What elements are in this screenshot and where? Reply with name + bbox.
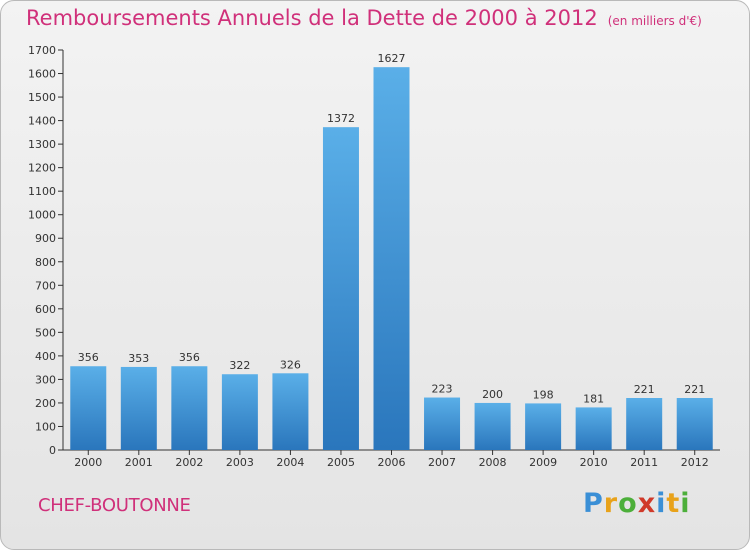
chart-title-main: Remboursements Annuels de la Dette de 20… [26,6,598,30]
bar-2004 [272,373,309,450]
data-label: 322 [229,359,250,372]
y-tick-label: 600 [35,303,56,316]
chart-title: Remboursements Annuels de la Dette de 20… [26,6,702,30]
y-tick-label: 1600 [28,68,56,81]
data-label: 353 [128,352,149,365]
bar-2012 [676,398,713,450]
bar-2000 [70,366,107,450]
x-tick-label: 2004 [276,456,304,469]
x-tick-label: 2012 [681,456,709,469]
x-tick-label: 2001 [125,456,153,469]
chart-bars [70,67,713,451]
data-label: 221 [634,383,655,396]
y-tick-label: 700 [35,279,56,292]
y-tick-label: 500 [35,326,56,339]
y-tick-label: 1300 [28,138,56,151]
x-tick-label: 2008 [479,456,507,469]
bar-2007 [424,397,461,450]
y-tick-label: 100 [35,420,56,433]
data-label: 356 [179,351,200,364]
data-label: 181 [583,392,604,405]
bar-2009 [525,403,562,450]
x-tick-label: 2005 [327,456,355,469]
bar-2002 [171,366,208,450]
x-tick-label: 2006 [378,456,406,469]
data-label: 223 [432,383,453,396]
bar-2001 [120,366,157,450]
y-tick-label: 1500 [28,91,56,104]
x-tick-label: 2000 [74,456,102,469]
bar-2005 [322,127,359,451]
x-tick-label: 2007 [428,456,456,469]
bar-2006 [373,67,410,451]
data-label: 198 [533,388,554,401]
bar-2011 [626,398,663,450]
data-label: 326 [280,358,301,371]
x-tick-label: 2010 [580,456,608,469]
y-tick-label: 800 [35,256,56,269]
y-tick-label: 1100 [28,185,56,198]
y-tick-label: 1200 [28,162,56,175]
bar-2003 [221,374,258,450]
data-label: 1627 [378,52,406,65]
x-tick-label: 2009 [529,456,557,469]
data-label: 200 [482,388,503,401]
chart-labels: 356 2000 353 2001 356 2002 322 2003 326 2004 1372 2… [74,52,708,469]
y-tick-label: 900 [35,232,56,245]
data-label: 356 [78,351,99,364]
commune-name: CHEF-BOUTONNE [38,495,191,516]
bar-2008 [474,402,511,450]
y-tick-label: 400 [35,350,56,363]
x-tick-label: 2011 [630,456,658,469]
x-tick-label: 2003 [226,456,254,469]
data-label: 1372 [327,112,355,125]
chart-title-unit: (en milliers d'€) [607,14,702,28]
y-tick-label: 200 [35,397,56,410]
y-tick-label: 1000 [28,209,56,222]
x-tick-label: 2002 [175,456,203,469]
y-tick-label: 1400 [28,115,56,128]
y-tick-label: 0 [49,444,56,457]
data-label: 221 [684,383,705,396]
proxiti-logo: Proxiti [583,488,691,519]
y-tick-label: 300 [35,373,56,386]
y-tick-label: 1700 [28,44,56,57]
bar-2010 [575,407,612,450]
